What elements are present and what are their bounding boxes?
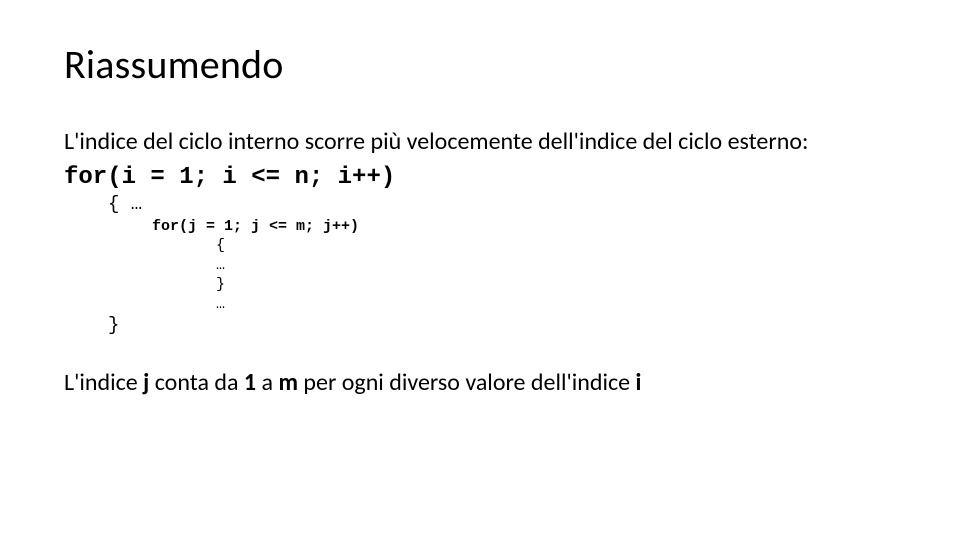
code-inner-close: } <box>64 275 896 295</box>
code-open-brace: { … <box>64 193 896 217</box>
slide-container: Riassumendo L'indice del ciclo interno s… <box>0 0 960 540</box>
code-outer-for: for(i = 1; i <= n; i++) <box>64 163 896 193</box>
code-close-brace: } <box>64 314 896 338</box>
code-inner-open: { <box>64 236 896 256</box>
intro-text: L'indice del ciclo interno scorre più ve… <box>64 127 896 157</box>
closing-t4: per ogni diverso valore dell'indice <box>298 368 636 397</box>
closing-m: m <box>278 368 298 397</box>
code-after-inner: … <box>64 295 896 315</box>
closing-t2: conta da <box>149 368 244 397</box>
closing-t3: a <box>256 368 278 397</box>
code-inner-for: for(j = 1; j <= m; j++) <box>64 217 896 237</box>
closing-i: i <box>636 368 642 397</box>
closing-t1: L'indice <box>64 368 143 397</box>
closing-text: L'indice j conta da 1 a m per ogni diver… <box>64 368 896 398</box>
slide-title: Riassumendo <box>64 40 896 89</box>
closing-one: 1 <box>244 368 256 397</box>
code-inner-body: … <box>64 256 896 276</box>
